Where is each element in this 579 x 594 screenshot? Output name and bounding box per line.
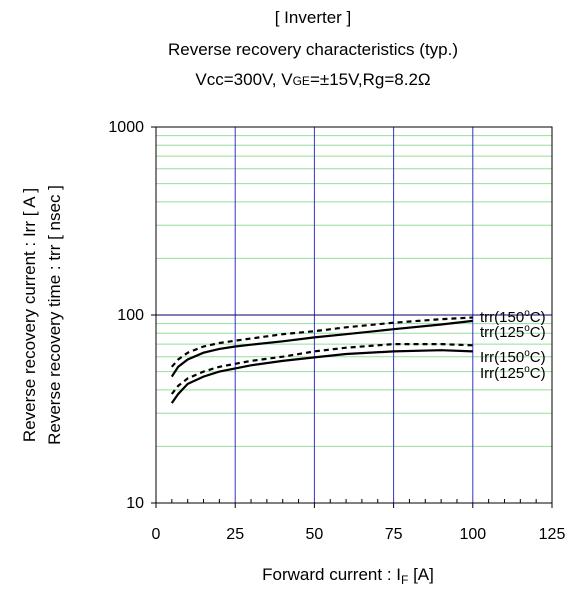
y-axis-label-current: Reverse recovery current : Irr [ A ] xyxy=(20,188,39,442)
x-tick-label: 75 xyxy=(385,526,403,543)
y-tick-label: 100 xyxy=(117,307,144,324)
series-label: trr(150oC) xyxy=(480,308,546,326)
series-line xyxy=(170,319,473,378)
chart-title-line-2: Reverse recovery characteristics (typ.) xyxy=(168,40,458,59)
minor-grid xyxy=(156,135,552,447)
x-tick-label: 125 xyxy=(539,526,566,543)
major-grid xyxy=(156,127,552,503)
series-line xyxy=(170,349,473,404)
x-tick-label: 50 xyxy=(306,526,324,543)
y-axis-label-time: Reverse recovery time : trr [ nsec ] xyxy=(45,185,64,445)
x-axis-label: Forward current : IF [A] xyxy=(262,565,434,587)
series-label: Irr(125oC) xyxy=(480,364,546,382)
chart-title-line-1: [ Inverter ] xyxy=(275,8,352,27)
series-line xyxy=(170,343,473,395)
x-tick-label: 100 xyxy=(459,526,486,543)
x-axis-label-main: Forward current : I xyxy=(262,565,401,584)
x-axis-label-unit: [A] xyxy=(408,565,434,584)
conditions-prefix: Vcc=300V, xyxy=(195,70,281,89)
y-ticks: 10 100 1000 xyxy=(108,119,156,512)
x-ticks: 0 25 50 75 100 125 xyxy=(152,499,566,543)
series-layer xyxy=(170,316,473,404)
series-label: trr(125oC) xyxy=(480,323,546,341)
series-label: Irr(150oC) xyxy=(480,348,546,366)
y-tick-label: 10 xyxy=(126,495,144,512)
conditions-v: V xyxy=(281,70,293,89)
x-tick-label: 25 xyxy=(226,526,244,543)
chart-conditions: Vcc=300V, VGE=±15V,Rg=8.2Ω xyxy=(195,70,430,89)
x-axis-label-sub: F xyxy=(401,573,408,587)
plot-area: 0 25 50 75 100 125 10 100 1000 xyxy=(108,119,565,543)
conditions-rest: =±15V,Rg=8.2Ω xyxy=(310,70,431,89)
series-labels: trr(150oC)trr(125oC) Irr(150oC)Irr(125oC) xyxy=(480,308,546,382)
series-line xyxy=(170,316,473,368)
y-tick-label: 1000 xyxy=(108,119,144,136)
conditions-v-sub: GE xyxy=(293,74,310,88)
x-tick-label: 0 xyxy=(152,526,161,543)
